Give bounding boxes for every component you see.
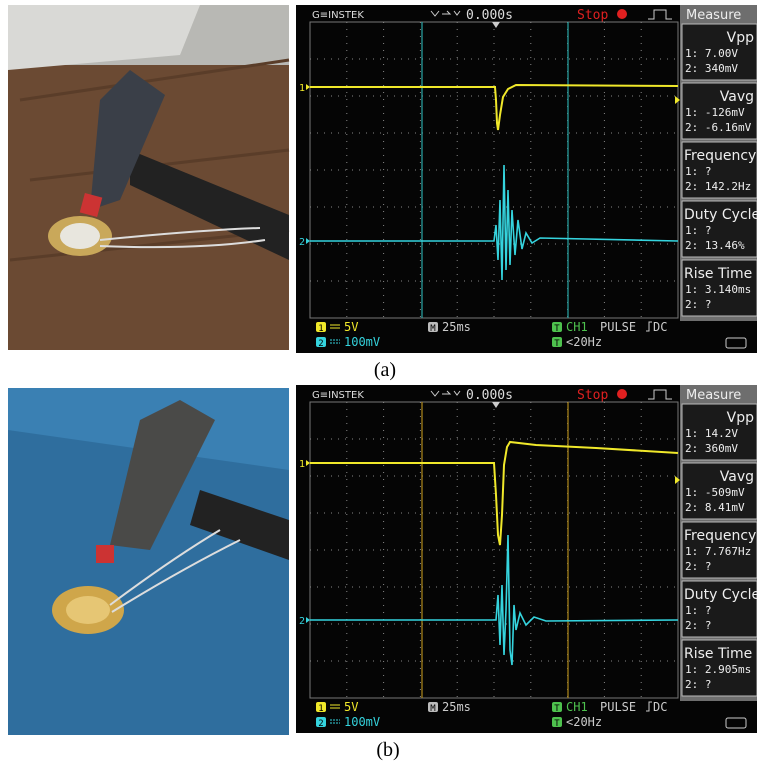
measure-ch2: 2: 8.41mV <box>685 501 745 514</box>
measure-name: Duty Cycle <box>684 587 758 603</box>
caption: (b) <box>376 739 399 761</box>
measure-ch1: 1: 3.140ms <box>685 283 751 296</box>
channel-badge-label: 1 <box>318 324 323 334</box>
trigger-source: CH1 <box>566 700 588 714</box>
channel-badge-label: 2 <box>318 719 323 729</box>
run-status: Stop <box>577 388 608 403</box>
measure-ch2: 2: ? <box>685 619 712 632</box>
channel-marker: 1 <box>299 459 305 470</box>
channel-scale: 100mV <box>344 335 380 349</box>
measure-name: Rise Time <box>684 646 752 662</box>
measure-ch2: 2: 340mV <box>685 62 738 75</box>
measure-name: Frequency <box>684 528 756 544</box>
measure-ch1: 1: -509mV <box>685 486 745 499</box>
brand: G≡INSTEK <box>312 390 364 401</box>
measure-ch1: 1: ? <box>685 224 712 237</box>
measure-ch2: 2: ? <box>685 298 712 311</box>
coupling: DC <box>653 700 667 714</box>
run-status: Stop <box>577 8 608 23</box>
channel-scale: 5V <box>344 320 358 334</box>
oscilloscope-screen: G≡INSTEK 0.000s Stop 1 2 1 5V 2 100mV M 25ms TT CH1 P… <box>296 5 758 353</box>
figure: (a)G≡INSTEK0.000sStop1215V2100mVM25msTTC… <box>0 0 758 761</box>
trigger-limit: <20Hz <box>566 335 602 349</box>
measure-name: Vavg <box>720 469 754 485</box>
measure-ch1: 1: ? <box>685 165 712 178</box>
trigger-limit: <20Hz <box>566 715 602 729</box>
coupling: DC <box>653 320 667 334</box>
time-offset: 0.000s <box>466 8 513 23</box>
menu-title: Measure <box>686 388 741 403</box>
measure-ch1: 1: 14.2V <box>685 427 738 440</box>
trigger-badge-label: T <box>554 704 560 714</box>
photo <box>8 5 289 350</box>
brand: G≡INSTEK <box>312 10 364 21</box>
status-dot <box>617 9 627 19</box>
time-badge-label: M <box>430 324 436 334</box>
measure-name: Vavg <box>720 89 754 105</box>
measure-ch2: 2: -6.16mV <box>685 121 752 134</box>
measure-ch1: 1: 7.00V <box>685 47 738 60</box>
channel-marker: 2 <box>299 237 305 248</box>
time-badge-label: M <box>430 704 436 714</box>
measure-ch2: 2: 13.46% <box>685 239 745 252</box>
measure-ch2: 2: 142.2Hz <box>685 180 751 193</box>
channel-marker: 2 <box>299 616 305 627</box>
measure-name: Duty Cycle <box>684 207 758 223</box>
channel-badge-label: 2 <box>318 339 323 349</box>
measure-ch1: 1: ? <box>685 604 712 617</box>
menu-title: Measure <box>686 8 741 23</box>
caption: (a) <box>374 359 396 381</box>
measure-ch2: 2: 360mV <box>685 442 738 455</box>
trigger-badge-label: T <box>554 719 560 729</box>
trigger-source: CH1 <box>566 320 588 334</box>
status-dot <box>617 389 627 399</box>
oscilloscope-screen: G≡INSTEK 0.000s Stop 1 2 1 5V 2 100mV M 25ms TT CH1 P… <box>296 385 758 733</box>
channel-marker: 1 <box>299 83 305 94</box>
trigger-type: PULSE <box>600 700 636 714</box>
trigger-type: PULSE <box>600 320 636 334</box>
measure-ch1: 1: 7.767Hz <box>685 545 751 558</box>
measure-name: Vpp <box>727 30 754 46</box>
measure-ch2: 2: ? <box>685 678 712 691</box>
time-offset: 0.000s <box>466 388 513 403</box>
measure-ch2: 2: ? <box>685 560 712 573</box>
trigger-badge-label: T <box>554 324 560 334</box>
measure-name: Frequency <box>684 148 756 164</box>
channel-scale: 100mV <box>344 715 380 729</box>
channel-scale: 5V <box>344 700 358 714</box>
photo <box>8 388 289 735</box>
time-scale: 25ms <box>442 700 471 714</box>
measure-name: Vpp <box>727 410 754 426</box>
measure-name: Rise Time <box>684 266 752 282</box>
time-scale: 25ms <box>442 320 471 334</box>
measure-ch1: 1: -126mV <box>685 106 745 119</box>
channel-badge-label: 1 <box>318 704 323 714</box>
trigger-badge-label: T <box>554 339 560 349</box>
measure-ch1: 1: 2.905ms <box>685 663 751 676</box>
